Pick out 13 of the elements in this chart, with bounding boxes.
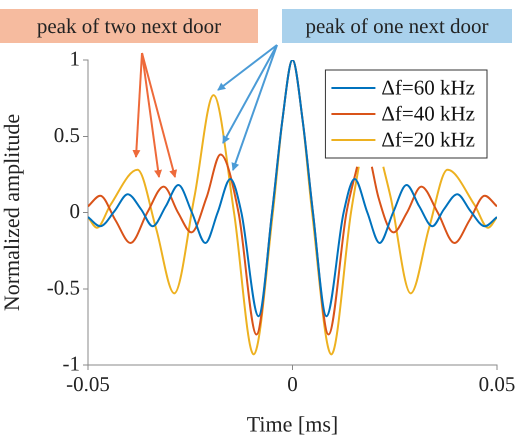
y-axis-title: Normalized amplitude: [0, 114, 24, 312]
legend-label: Δf=60 kHz: [381, 76, 475, 100]
text: peak of one next door: [282, 9, 512, 43]
x-axis-title: Time [ms]: [246, 412, 338, 437]
y-tick-label: 0.5: [54, 122, 80, 147]
x-tick-label: 0: [287, 372, 298, 396]
legend-label: Δf=40 kHz: [381, 102, 475, 126]
y-tick-label: 1: [70, 46, 80, 71]
y-tick-label: 0: [70, 199, 80, 224]
x-tick-label: 0.05: [478, 372, 516, 396]
y-tick-label: -0.5: [46, 275, 80, 300]
legend-label: Δf=20 kHz: [381, 128, 475, 152]
text: peak of two next door: [0, 9, 258, 43]
